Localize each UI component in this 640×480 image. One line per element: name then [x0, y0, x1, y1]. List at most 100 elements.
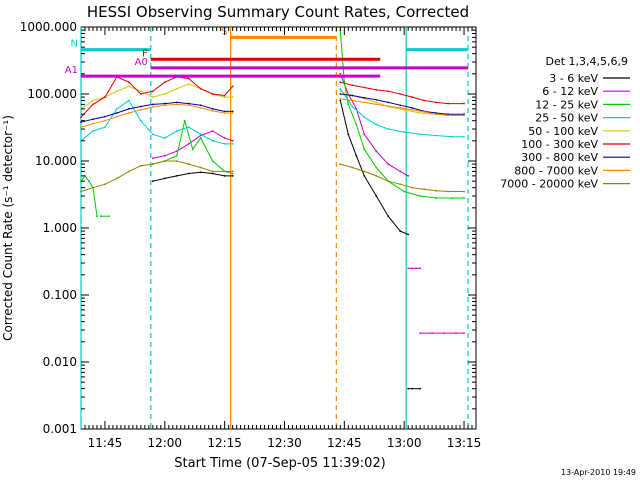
data-point — [447, 114, 449, 117]
x-tick-label: 12:00 — [147, 436, 182, 450]
data-point — [175, 101, 178, 104]
data-point — [92, 122, 94, 125]
data-point — [423, 99, 426, 102]
data-point — [351, 84, 354, 87]
series-0 — [151, 99, 422, 390]
data-point — [104, 96, 106, 98]
y-tick-label: 100.000 — [27, 87, 77, 101]
series-line — [339, 30, 464, 199]
data-point — [415, 267, 418, 270]
data-point — [231, 85, 234, 88]
data-point — [151, 103, 154, 106]
data-point — [231, 170, 234, 173]
data-point — [151, 157, 154, 160]
data-point — [151, 90, 154, 93]
data-point — [223, 94, 226, 97]
data-point — [347, 103, 350, 106]
y-tick-label: 10.000 — [35, 154, 77, 168]
legend-label: 800 - 7000 keV — [514, 164, 598, 177]
data-point — [92, 99, 94, 102]
data-point — [411, 186, 414, 189]
series-line — [152, 130, 233, 159]
series-6 — [80, 93, 465, 124]
data-point — [96, 215, 98, 218]
legend-label: 25 - 50 keV — [535, 112, 598, 125]
data-point — [163, 104, 166, 107]
data-point — [127, 107, 130, 110]
data-point — [463, 332, 465, 334]
data-point — [435, 197, 438, 199]
data-point — [175, 160, 178, 162]
data-point — [423, 111, 426, 113]
data-point — [163, 177, 166, 180]
data-point — [231, 110, 234, 113]
series-4 — [80, 83, 465, 117]
data-point — [211, 160, 214, 162]
data-point — [116, 90, 118, 93]
data-point — [116, 107, 118, 110]
data-point — [419, 387, 422, 390]
data-point — [403, 131, 406, 133]
data-point — [411, 387, 414, 390]
legend-label: 12 - 25 keV — [535, 98, 598, 111]
data-point — [199, 104, 202, 107]
data-point — [363, 133, 366, 136]
data-point — [399, 104, 402, 107]
data-point — [80, 121, 82, 124]
data-point — [231, 139, 234, 142]
data-point — [199, 171, 202, 174]
y-tick-label: 1.000 — [43, 221, 77, 235]
data-point — [139, 108, 142, 111]
data-point — [175, 130, 178, 132]
data-point — [375, 123, 378, 126]
data-point — [187, 172, 190, 175]
data-point — [399, 230, 402, 232]
data-point — [403, 190, 406, 193]
data-point — [339, 97, 342, 100]
data-point — [375, 98, 378, 101]
data-point — [223, 96, 226, 98]
data-point — [355, 154, 358, 157]
data-point — [116, 177, 118, 180]
data-point — [463, 102, 465, 105]
data-point — [163, 160, 166, 162]
data-point — [151, 96, 154, 98]
data-point — [223, 110, 226, 113]
data-point — [399, 170, 402, 173]
data-point — [407, 267, 410, 270]
data-point — [151, 163, 154, 165]
data-point — [211, 107, 214, 110]
data-point — [351, 166, 354, 169]
data-point — [451, 135, 453, 138]
data-point — [403, 108, 406, 111]
series-1 — [151, 72, 465, 334]
data-point — [104, 115, 106, 118]
data-point — [187, 77, 190, 80]
x-axis: 11:45 12:00 12:15 12:30 12:45 13:00 13:15 — [84, 27, 481, 450]
series-line — [340, 81, 464, 105]
data-point — [455, 332, 457, 334]
data-point — [211, 172, 214, 175]
data-point — [231, 96, 234, 98]
data-point — [339, 81, 342, 84]
data-point — [411, 96, 414, 98]
data-point — [223, 142, 226, 145]
y-axis-label: Corrected Count Rate (s⁻¹ detector⁻¹) — [1, 115, 15, 341]
data-point — [387, 90, 390, 93]
data-point — [223, 174, 226, 177]
data-point — [387, 180, 390, 183]
series-line — [340, 163, 464, 192]
data-point — [339, 87, 342, 90]
data-point — [211, 130, 214, 132]
data-point — [104, 126, 106, 129]
data-point — [411, 107, 414, 109]
data-point — [375, 89, 378, 91]
data-point — [92, 103, 94, 106]
legend-label: 3 - 6 keV — [549, 72, 598, 85]
series-line — [339, 100, 409, 235]
data-point — [363, 101, 366, 104]
data-point — [387, 105, 390, 107]
data-point — [211, 170, 214, 173]
legend-label: 300 - 800 keV — [521, 151, 598, 164]
series-line — [152, 171, 233, 182]
